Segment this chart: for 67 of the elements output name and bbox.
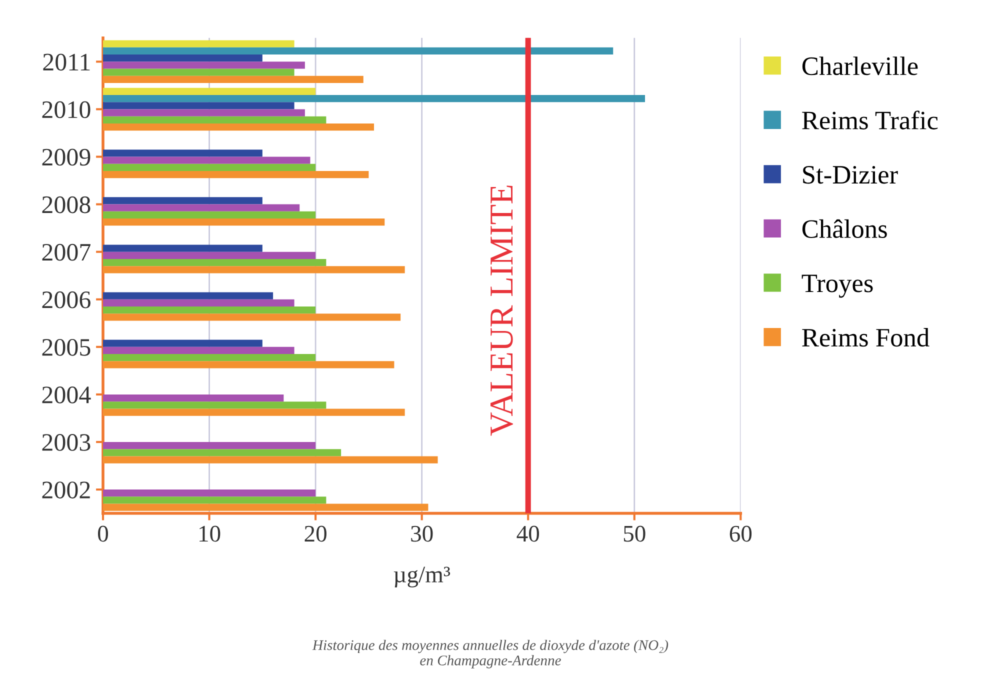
- x-tick-label: 40: [516, 526, 540, 542]
- x-axis-title: µg/m³: [394, 566, 450, 588]
- y-tick-label: 2008: [42, 196, 90, 214]
- bar: [103, 504, 428, 511]
- bar: [103, 244, 262, 252]
- bar: [103, 346, 294, 354]
- bar: [103, 123, 374, 131]
- bar: [103, 54, 262, 62]
- x-tick-label: 0: [98, 526, 108, 542]
- bar: [103, 150, 262, 157]
- y-tick-label: 2009: [42, 148, 90, 166]
- legend-label: Charleville: [802, 56, 918, 76]
- y-tick-label: 2006: [42, 291, 90, 308]
- bar: [103, 156, 310, 164]
- bar: [103, 266, 405, 274]
- legend-label: Troyes: [802, 274, 873, 298]
- bar: [103, 102, 294, 110]
- y-tick-label: 2003: [42, 434, 90, 451]
- bar: [103, 496, 326, 504]
- bar: [103, 211, 316, 219]
- bar: [103, 402, 326, 409]
- bar: [103, 449, 342, 456]
- bar: [103, 456, 438, 464]
- legend-label: Reims Fond: [802, 328, 930, 347]
- bar: [103, 94, 646, 102]
- x-tick-label: 10: [200, 526, 220, 542]
- bar: [103, 204, 300, 212]
- bar: [103, 47, 614, 55]
- x-tick-label: 20: [304, 526, 326, 542]
- bar: [103, 68, 294, 76]
- y-tick-label: 2004: [42, 386, 91, 404]
- legend-label: Châlons: [802, 219, 887, 238]
- y-tick-label: 2007: [42, 244, 90, 261]
- bar: [103, 306, 316, 314]
- bar: [103, 292, 274, 300]
- bar: [103, 314, 401, 321]
- bar: [103, 171, 369, 178]
- ref-line-label: VALEUR LIMITE: [490, 186, 514, 436]
- bar: [103, 218, 385, 226]
- legend-label: Reims Trafic: [802, 110, 938, 130]
- bar: [103, 197, 262, 204]
- bar: [103, 164, 316, 172]
- bar: [103, 252, 316, 259]
- legend-label: St-Dizier: [803, 166, 898, 184]
- x-tick-label: 50: [624, 526, 646, 542]
- x-tick-label: 60: [730, 526, 752, 542]
- bar: [103, 258, 326, 266]
- bar: [103, 116, 326, 124]
- bar: [103, 408, 405, 416]
- bar: [103, 299, 294, 306]
- bar: [103, 394, 284, 402]
- bar: [103, 442, 316, 450]
- y-tick-label: 2010: [42, 101, 90, 118]
- y-tick-label: 2011: [43, 54, 90, 71]
- bar: [103, 490, 316, 497]
- bar: [103, 76, 364, 84]
- bar: [103, 340, 262, 347]
- text: Historique des moyennes annuelles de dioxyde d'azote (NO₂) en Champagne-Ardenne: [312, 640, 668, 668]
- y-tick-label: 2002: [42, 482, 90, 498]
- bar: [103, 354, 316, 362]
- bar: [103, 88, 316, 95]
- x-tick-label: 30: [411, 526, 433, 542]
- bar: [103, 62, 305, 69]
- y-tick-label: 2005: [42, 338, 90, 356]
- bar: [103, 40, 294, 48]
- bar: [103, 109, 305, 116]
- bar: [103, 361, 394, 368]
